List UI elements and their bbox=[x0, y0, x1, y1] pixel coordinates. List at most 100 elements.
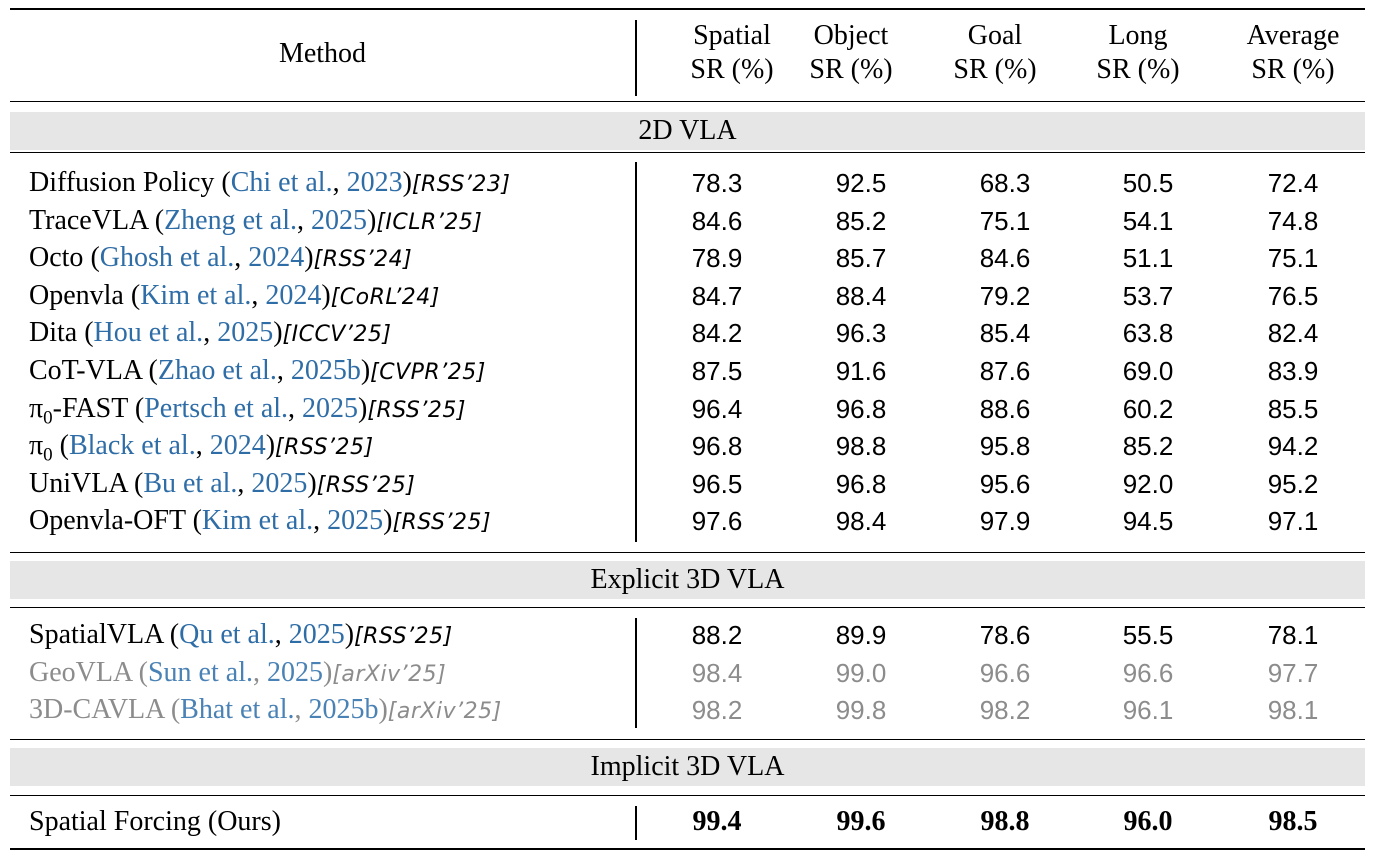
venue-tag: [arXiv’25] bbox=[387, 699, 502, 725]
citation-author-link[interactable]: Bhat et al. bbox=[180, 694, 295, 726]
value-cell: 54.1 bbox=[1122, 205, 1174, 236]
col-header-long: Long SR (%) bbox=[1096, 20, 1180, 85]
citation-year-link[interactable]: 2025 bbox=[311, 204, 368, 236]
value-cell: 84.6 bbox=[979, 243, 1031, 274]
method-name: π bbox=[29, 430, 44, 462]
value-cell: 85.7 bbox=[835, 243, 887, 274]
venue-tag: [RSS’25] bbox=[316, 472, 416, 498]
value-cell: 96.6 bbox=[979, 657, 1031, 688]
value-cell: 95.2 bbox=[1267, 468, 1319, 499]
value-cell: 98.2 bbox=[979, 695, 1031, 726]
value-cell: 78.1 bbox=[1267, 620, 1319, 650]
value-cell: 68.3 bbox=[979, 168, 1031, 198]
value-cell: 96.1 bbox=[1122, 695, 1174, 726]
table-row: Openvla (Kim et al., 2024)[CoRL’24] 84.7 8… bbox=[10, 277, 1365, 315]
section-rule-implicit bbox=[10, 795, 1365, 797]
value-cell: 69.0 bbox=[1122, 356, 1174, 386]
method-cell: Openvla (Kim et al., 2024)[CoRL’24] bbox=[29, 279, 440, 311]
value-cell: 96.8 bbox=[835, 393, 887, 424]
value-cell: 99.6 bbox=[836, 806, 886, 837]
value-cell: 82.4 bbox=[1267, 318, 1319, 349]
citation-year-link[interactable]: 2025 bbox=[302, 392, 359, 424]
citation-year-link[interactable]: 2024 bbox=[265, 279, 322, 311]
venue-tag: [RSS’23] bbox=[411, 172, 511, 197]
method-cell: Dita (Hou et al., 2025)[ICCV’25] bbox=[29, 317, 392, 349]
method-name: Octo bbox=[29, 242, 84, 274]
col-header-goal: Goal SR (%) bbox=[953, 20, 1037, 85]
value-cell: 96.3 bbox=[835, 318, 887, 349]
value-cell: 75.1 bbox=[1267, 243, 1319, 274]
value-cell: 78.3 bbox=[691, 168, 743, 198]
section-band-implicit bbox=[10, 748, 1365, 786]
citation-author-link[interactable]: Pertsch et al. bbox=[144, 392, 289, 424]
method-cell: π0-FAST (Pertsch et al., 2025)[RSS’25] bbox=[29, 392, 466, 429]
citation-author-link[interactable]: Kim et al. bbox=[140, 279, 252, 311]
method-cell: π0 (Black et al., 2024)[RSS’25] bbox=[29, 430, 374, 466]
value-cell: 99.0 bbox=[835, 657, 887, 688]
citation-author-link[interactable]: Hou et al. bbox=[93, 317, 204, 349]
citation-year-link[interactable]: 2025 bbox=[288, 619, 345, 650]
value-cell: 97.9 bbox=[979, 506, 1031, 537]
section-separator-implicit bbox=[635, 806, 637, 840]
citation-year-link[interactable]: 2024 bbox=[248, 242, 305, 274]
citation-author-link[interactable]: Black et al. bbox=[68, 430, 196, 462]
value-cell: 92.0 bbox=[1122, 468, 1174, 499]
value-cell: 94.2 bbox=[1267, 431, 1319, 462]
method-cell: Diffusion Policy (Chi et al., 2023)[RSS’… bbox=[29, 167, 511, 198]
method-subscript: 0 bbox=[43, 407, 53, 429]
table-row: π0-FAST (Pertsch et al., 2025)[RSS’25] 96… bbox=[10, 390, 1365, 429]
citation-author-link[interactable]: Kim et al. bbox=[201, 505, 314, 537]
value-cell: 84.2 bbox=[691, 318, 743, 349]
citation-year-link[interactable]: 2025 bbox=[266, 656, 323, 688]
value-cell: 99.4 bbox=[692, 806, 742, 837]
method-name: Openvla bbox=[29, 279, 124, 311]
citation-author-link[interactable]: Ghosh et al. bbox=[99, 242, 235, 274]
value-cell: 50.5 bbox=[1122, 168, 1174, 198]
section-end-rule-explicit bbox=[10, 739, 1365, 741]
citation-year-link[interactable]: 2025 bbox=[251, 467, 308, 499]
citation-year-link[interactable]: 2023 bbox=[346, 167, 403, 198]
venue-tag: [RSS’25] bbox=[354, 624, 453, 649]
section-label-2d: 2D VLA bbox=[638, 115, 737, 146]
method-cell: UniVLA (Bu et al., 2025)[RSS’25] bbox=[29, 467, 416, 499]
value-cell: 87.6 bbox=[979, 356, 1031, 386]
value-cell: 78.6 bbox=[979, 620, 1031, 650]
citation-author-link[interactable]: Zheng et al. bbox=[164, 204, 298, 236]
method-cell: TraceVLA (Zheng et al., 2025)[ICLR’25] bbox=[29, 204, 483, 236]
citation-author-link[interactable]: Bu et al. bbox=[143, 467, 238, 499]
value-cell: 88.6 bbox=[979, 393, 1031, 424]
citation-author-link[interactable]: Zhao et al. bbox=[157, 355, 277, 386]
citation-year-link[interactable]: 2025b bbox=[290, 355, 361, 386]
value-cell: 96.8 bbox=[835, 468, 887, 499]
value-cell: 85.2 bbox=[835, 205, 887, 236]
venue-tag: [RSS’25] bbox=[392, 510, 492, 536]
section-band-explicit bbox=[10, 561, 1365, 599]
value-cell: 97.6 bbox=[691, 506, 743, 537]
value-cell: 60.2 bbox=[1122, 393, 1174, 424]
citation-year-link[interactable]: 2024 bbox=[209, 430, 266, 462]
citation-year-link[interactable]: 2025b bbox=[308, 694, 379, 726]
citation-author-link[interactable]: Sun et al. bbox=[147, 656, 253, 688]
value-cell: 96.5 bbox=[691, 468, 743, 499]
table-row: Openvla-OFT (Kim et al., 2025)[RSS’25] 97… bbox=[10, 502, 1365, 540]
citation-author-link[interactable]: Chi et al. bbox=[230, 167, 333, 198]
method-name: Dita bbox=[29, 317, 78, 349]
method-name: 3D-CAVLA bbox=[29, 694, 164, 726]
citation-year-link[interactable]: 2025 bbox=[327, 505, 384, 537]
citation-author-link[interactable]: Qu et al. bbox=[179, 619, 275, 650]
citation-year-link[interactable]: 2025 bbox=[217, 317, 274, 349]
table-row: UniVLA (Bu et al., 2025)[RSS’25] 96.5 96.8… bbox=[10, 465, 1365, 503]
value-cell: 55.5 bbox=[1122, 620, 1174, 650]
method-name: CoT-VLA bbox=[29, 355, 142, 386]
method-name: Diffusion Policy bbox=[29, 167, 215, 198]
table-row: Dita (Hou et al., 2025)[ICCV’25] 84.2 96.3… bbox=[10, 314, 1365, 352]
venue-tag: [arXiv’25] bbox=[332, 661, 447, 687]
venue-tag: [ICCV’25] bbox=[282, 322, 392, 348]
method-cell: Openvla-OFT (Kim et al., 2025)[RSS’25] bbox=[29, 505, 492, 537]
method-name: SpatialVLA bbox=[29, 619, 163, 650]
value-cell: 74.8 bbox=[1267, 205, 1319, 236]
value-cell: 76.5 bbox=[1267, 280, 1319, 311]
method-cell: Spatial Forcing (Ours) bbox=[29, 803, 281, 841]
method-name: π bbox=[29, 392, 44, 424]
venue-tag: [CVPR’25] bbox=[370, 360, 486, 385]
